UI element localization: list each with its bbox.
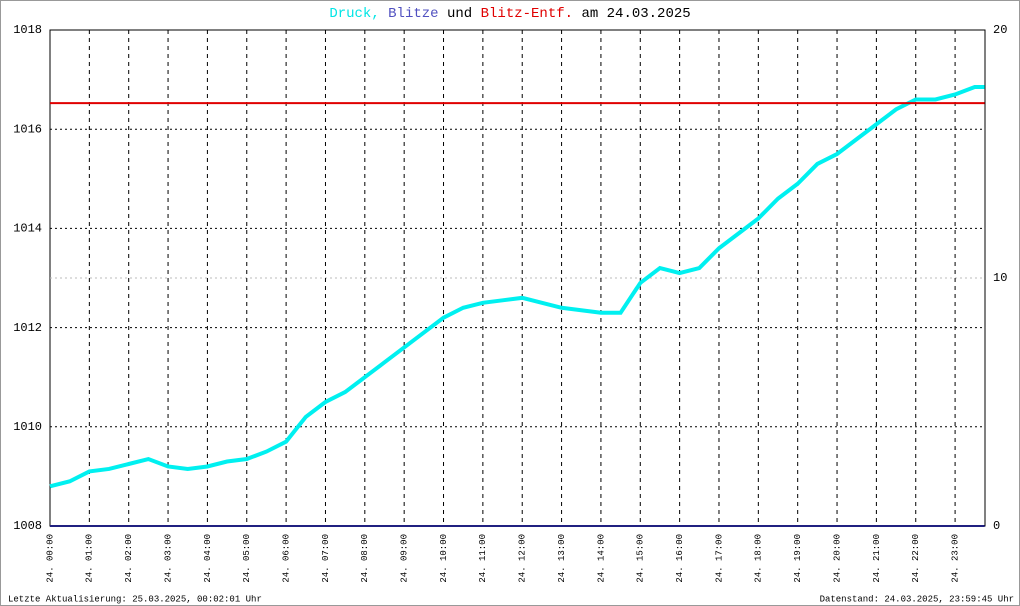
x-tick-label: 24. 11:00 — [478, 534, 488, 583]
x-tick-label: 24. 23:00 — [950, 534, 960, 583]
series-line — [49, 85, 985, 489]
x-tick-label: 24. 21:00 — [872, 534, 882, 583]
x-tick-label: 24. 07:00 — [321, 534, 331, 583]
y2-tick-label: 20 — [993, 23, 1007, 37]
x-tick-label: 24. 04:00 — [203, 534, 213, 583]
title-part: und — [447, 6, 472, 22]
x-tick-label: 24. 18:00 — [754, 534, 764, 583]
x-tick-label: 24. 13:00 — [557, 534, 567, 583]
y-tick-label: 1016 — [13, 122, 42, 136]
chart-title: Druck, Blitze und Blitz-Entf. am 24.03.2… — [329, 6, 690, 22]
x-tick-label: 24. 08:00 — [360, 534, 370, 583]
y-tick-label: 1014 — [13, 222, 42, 236]
x-tick-label: 24. 02:00 — [124, 534, 134, 583]
x-tick-label: 24. 03:00 — [163, 534, 173, 583]
x-tick-label: 24. 10:00 — [439, 534, 449, 583]
footer-left: Letzte Aktualisierung: 25.03.2025, 00:02… — [8, 594, 262, 604]
x-tick-label: 24. 22:00 — [911, 534, 921, 583]
y-tick-label: 1012 — [13, 321, 42, 335]
y2-tick-label: 10 — [993, 271, 1007, 285]
x-tick-label: 24. 16:00 — [675, 534, 685, 583]
title-part: Blitze — [388, 6, 438, 22]
x-tick-label: 24. 17:00 — [714, 534, 724, 583]
x-tick-label: 24. 20:00 — [832, 534, 842, 583]
x-tick-label: 24. 14:00 — [596, 534, 606, 583]
x-tick-label: 24. 01:00 — [85, 534, 95, 583]
x-tick-label: 24. 19:00 — [793, 534, 803, 583]
x-tick-label: 24. 06:00 — [281, 534, 291, 583]
y-tick-label: 1008 — [13, 519, 42, 533]
x-tick-label: 24. 12:00 — [518, 534, 528, 583]
footer-right: Datenstand: 24.03.2025, 23:59:45 Uhr — [820, 594, 1014, 604]
title-part: Druck, — [329, 6, 379, 22]
title-part: am 24.03.2025 — [581, 6, 690, 22]
y-tick-label: 1018 — [13, 23, 42, 37]
x-tick-label: 24. 05:00 — [242, 534, 252, 583]
y-tick-label: 1010 — [13, 420, 42, 434]
y2-tick-label: 0 — [993, 519, 1000, 533]
x-tick-label: 24. 09:00 — [400, 534, 410, 583]
title-part: Blitz-Entf. — [481, 6, 573, 22]
x-tick-label: 24. 15:00 — [636, 534, 646, 583]
x-tick-label: 24. 00:00 — [45, 534, 55, 583]
